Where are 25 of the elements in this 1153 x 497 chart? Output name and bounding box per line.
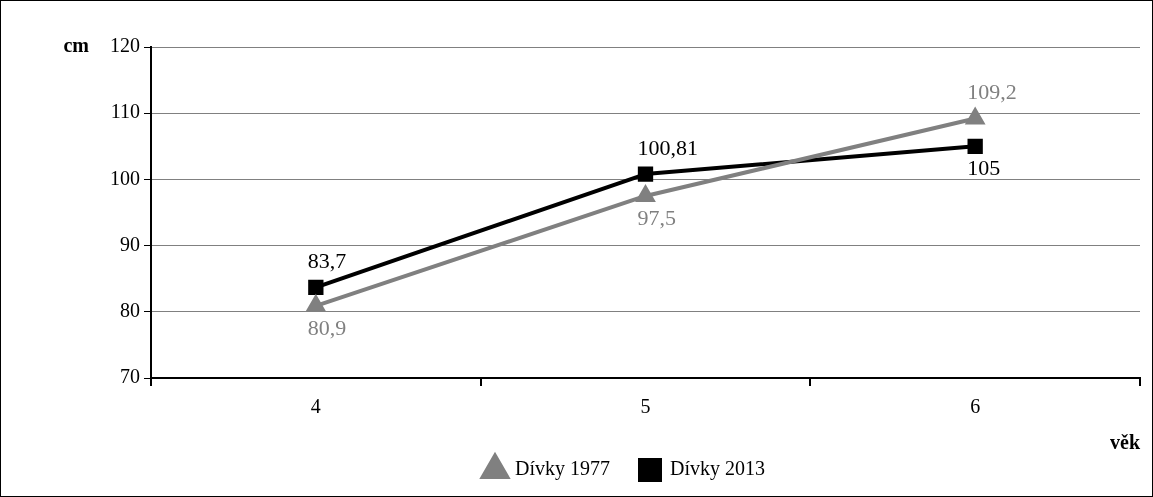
legend-label: Dívky 1977: [515, 457, 610, 481]
y-tick-label: 110: [110, 100, 140, 123]
point: [966, 108, 985, 125]
data-label: 83,7: [307, 248, 347, 274]
y-tick-label: 120: [110, 34, 140, 57]
legend-label: Dívky 2013: [670, 457, 765, 481]
point: [636, 185, 655, 202]
point: [967, 138, 983, 154]
y-tick-label: 100: [110, 166, 140, 189]
point: [306, 295, 325, 312]
data-label: 105: [967, 155, 1001, 181]
data-label: 97,5: [637, 204, 676, 230]
x-tick-label: 4: [310, 395, 321, 418]
x-axis-title: věk: [1110, 431, 1141, 454]
x-tick-label: 5: [640, 395, 651, 418]
x-tick-label: 6: [970, 395, 981, 418]
data-label: 80,9: [307, 314, 347, 340]
point: [637, 166, 654, 182]
data-label: 100,81: [637, 134, 698, 160]
y-tick-label: 90: [120, 232, 140, 255]
data-label: 109,2: [967, 79, 1017, 105]
y-tick-label: 70: [120, 365, 140, 388]
point: [308, 279, 324, 295]
y-axis-title: cm: [63, 34, 90, 57]
y-tick-label: 80: [120, 299, 140, 322]
